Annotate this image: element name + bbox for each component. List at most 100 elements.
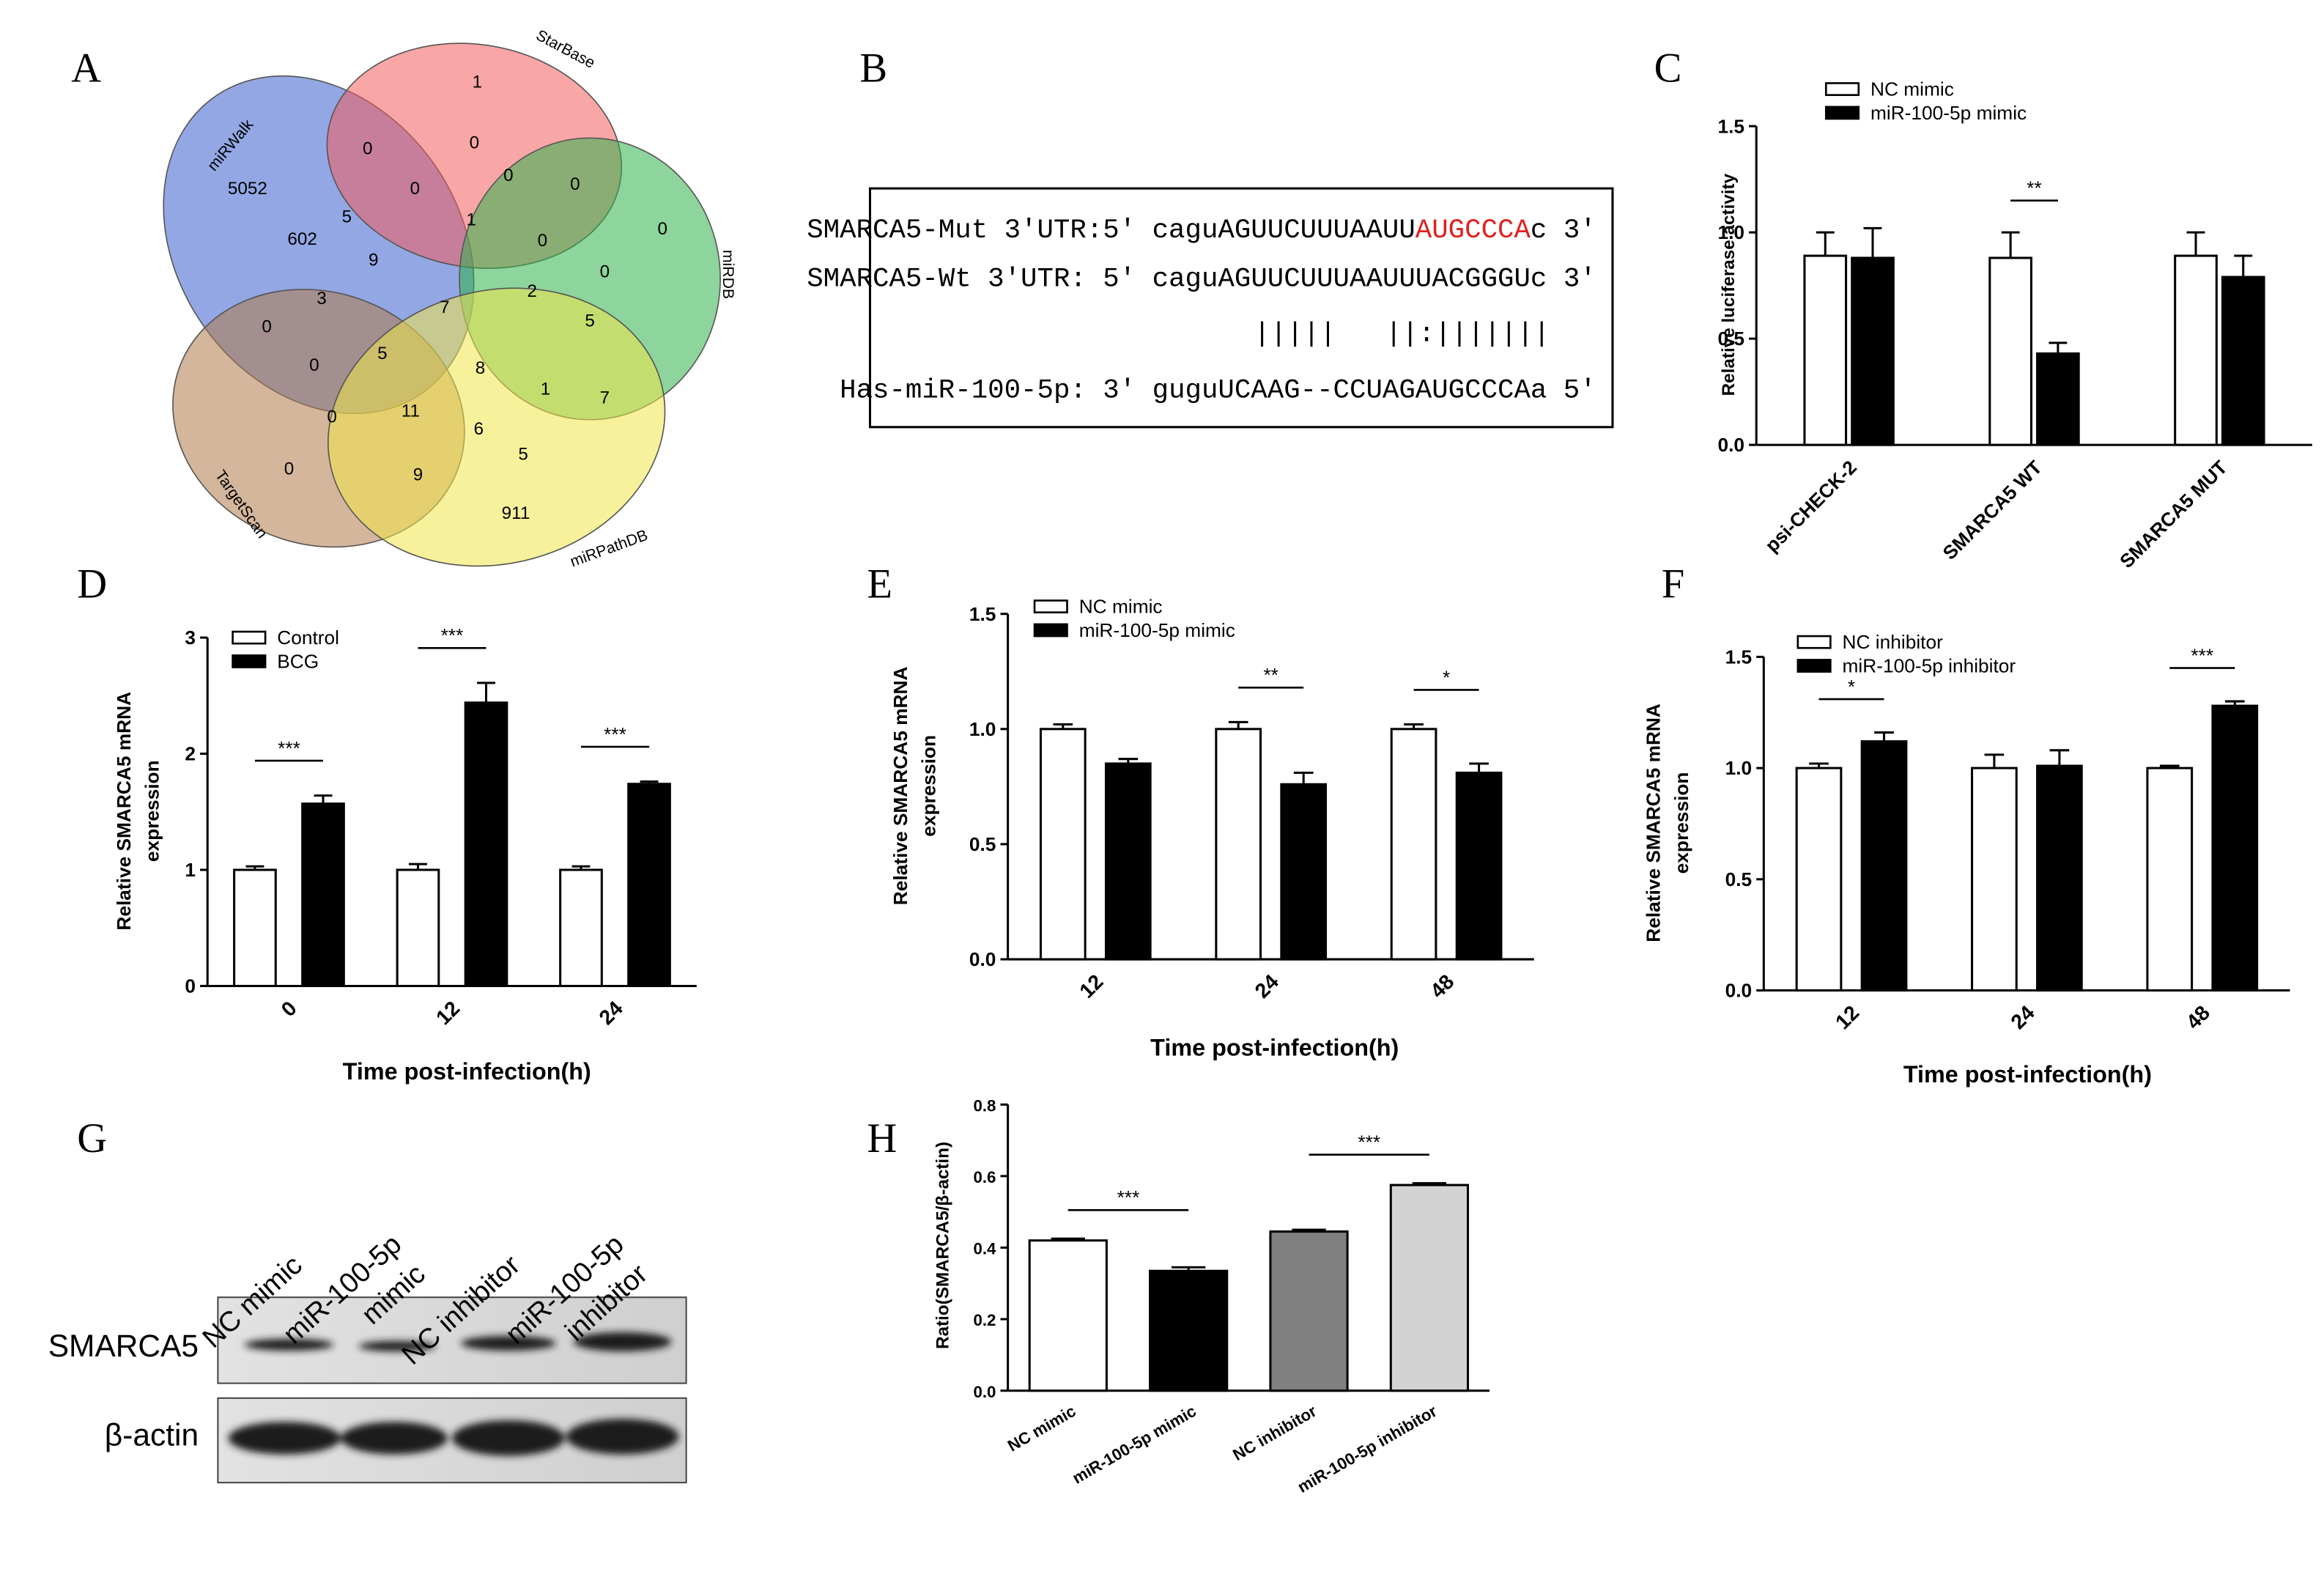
venn-count: 0 (658, 219, 668, 239)
y-axis-label: expression (141, 760, 163, 862)
legend-label: Control (277, 627, 339, 649)
y-tick-label: 0.0 (969, 948, 996, 970)
legend-swatch (1796, 635, 1832, 649)
legend-label: NC mimic (1870, 78, 1954, 100)
legend-label: miR-100-5p inhibitor (1843, 655, 2016, 677)
legend-label: NC inhibitor (1843, 631, 1944, 653)
band (228, 1422, 341, 1455)
venn-count: 3 (317, 289, 326, 309)
y-tick-label: 0.5 (1717, 328, 1744, 350)
venn-count: 8 (475, 358, 486, 378)
y-axis-label: Relative SMARCA5 mRNA (889, 667, 911, 906)
x-tick-label: miR-100-5p mimic (1069, 1402, 1199, 1488)
y-axis-label: expression (917, 735, 939, 837)
bar (1860, 740, 1908, 992)
sequence-mut: SMARCA5-Mut 3'UTR:5′ caguAGUUCUUUAAUUAUG… (807, 215, 1596, 246)
venn-count: 5 (342, 207, 352, 227)
panel-letter: F (1662, 561, 1685, 607)
significance-label: * (1848, 676, 1855, 698)
seq-text: c 3′ (1531, 215, 1596, 246)
y-tick-label: 1.5 (969, 603, 996, 625)
legend-swatch (1824, 82, 1860, 96)
sequence-pairing: ||||| ||:||||||| (1254, 319, 1550, 350)
venn-count: 2 (527, 281, 537, 301)
significance-label: *** (441, 624, 464, 646)
bar-chart: 0.00.51.01.512 24 48****Relative SMARCA5 m… (1643, 631, 2290, 1087)
bar (301, 802, 345, 987)
seq-text: SMARCA5-Mut 3'UTR:5′ caguAGUUCUUUAAUU (807, 215, 1416, 246)
y-tick-label: 0.8 (973, 1096, 996, 1115)
band (573, 1332, 672, 1352)
venn-count: 9 (369, 250, 379, 270)
panel-letter: B (859, 45, 887, 91)
x-axis-label: Time post-infection(h) (1903, 1061, 2152, 1087)
x-tick-label: SMARCA5 WT (1939, 456, 2046, 564)
y-axis-label: Relative luciferase activity (1719, 173, 1739, 396)
x-tick-label: 0 (277, 997, 302, 1022)
significance-label: ** (2027, 177, 2041, 199)
significance-label: *** (2191, 644, 2213, 666)
panel-letter: D (77, 561, 107, 607)
sequence-box (868, 187, 1614, 429)
band (461, 1335, 556, 1351)
venn-count: 5 (518, 444, 528, 464)
bar (233, 868, 277, 987)
bar (1039, 728, 1087, 961)
bar (396, 868, 440, 987)
bar (1104, 762, 1152, 961)
y-tick-label: 1.0 (1725, 757, 1753, 779)
panel-letter: E (867, 561, 892, 607)
venn-count: 7 (600, 388, 610, 407)
x-tick-label: 48 (2182, 1001, 2215, 1034)
bar (1455, 772, 1503, 961)
significance-label: *** (604, 723, 626, 745)
bar (2211, 704, 2259, 992)
bar (1390, 728, 1437, 961)
bar (2174, 254, 2218, 446)
y-tick-label: 1.0 (1717, 221, 1744, 243)
significance-label: *** (278, 737, 300, 759)
x-tick-label: NC mimic (1004, 1402, 1078, 1455)
venn-count: 0 (363, 139, 372, 159)
bar (464, 701, 508, 987)
x-tick-label: psi-CHECK-2 (1761, 456, 1861, 556)
bar (1971, 767, 2018, 992)
legend-swatch (1033, 599, 1068, 614)
significance-label: *** (1358, 1131, 1380, 1153)
band (452, 1420, 565, 1456)
venn-count: 0 (284, 459, 295, 479)
legend-swatch (1796, 659, 1832, 673)
bar (1215, 728, 1262, 961)
x-axis-label: Time post-infection(h) (1150, 1035, 1399, 1061)
venn-count: 602 (287, 229, 317, 249)
blot-bands (228, 1332, 679, 1456)
sequence-wt: SMARCA5-Wt 3'UTR: 5′ caguAGUUCUUUAAUUUAC… (807, 265, 1596, 295)
sequence-mirna: Has-miR-100-5p: 3′ guguUCAAG--CCUAGAUGCC… (840, 375, 1596, 406)
legend-swatch (1033, 623, 1068, 638)
venn-count: 0 (570, 174, 580, 194)
y-tick-label: 0.0 (1725, 980, 1753, 1002)
venn-count: 0 (470, 133, 480, 153)
x-tick-label: NC inhibitor (1229, 1402, 1320, 1464)
venn-count: 0 (538, 231, 548, 251)
legend-swatch (232, 654, 267, 668)
panel-letter: H (867, 1116, 897, 1162)
venn-count: 0 (600, 262, 610, 281)
bar (1269, 1230, 1349, 1392)
significance-label: *** (1117, 1186, 1140, 1208)
legend-label: miR-100-5p mimic (1079, 619, 1235, 641)
legend-label: miR-100-5p mimic (1870, 102, 2027, 124)
bar (1795, 767, 1843, 992)
venn (163, 43, 721, 567)
legend-swatch (232, 630, 267, 645)
venn-count: 5052 (228, 179, 267, 199)
y-tick-label: 0.2 (973, 1311, 996, 1329)
seq-site: AUGCCCA (1416, 215, 1531, 246)
y-tick-label: 0 (185, 975, 196, 997)
y-tick-label: 1.0 (969, 718, 996, 740)
significance-label: * (1443, 666, 1450, 688)
y-tick-label: 0.5 (969, 833, 996, 855)
